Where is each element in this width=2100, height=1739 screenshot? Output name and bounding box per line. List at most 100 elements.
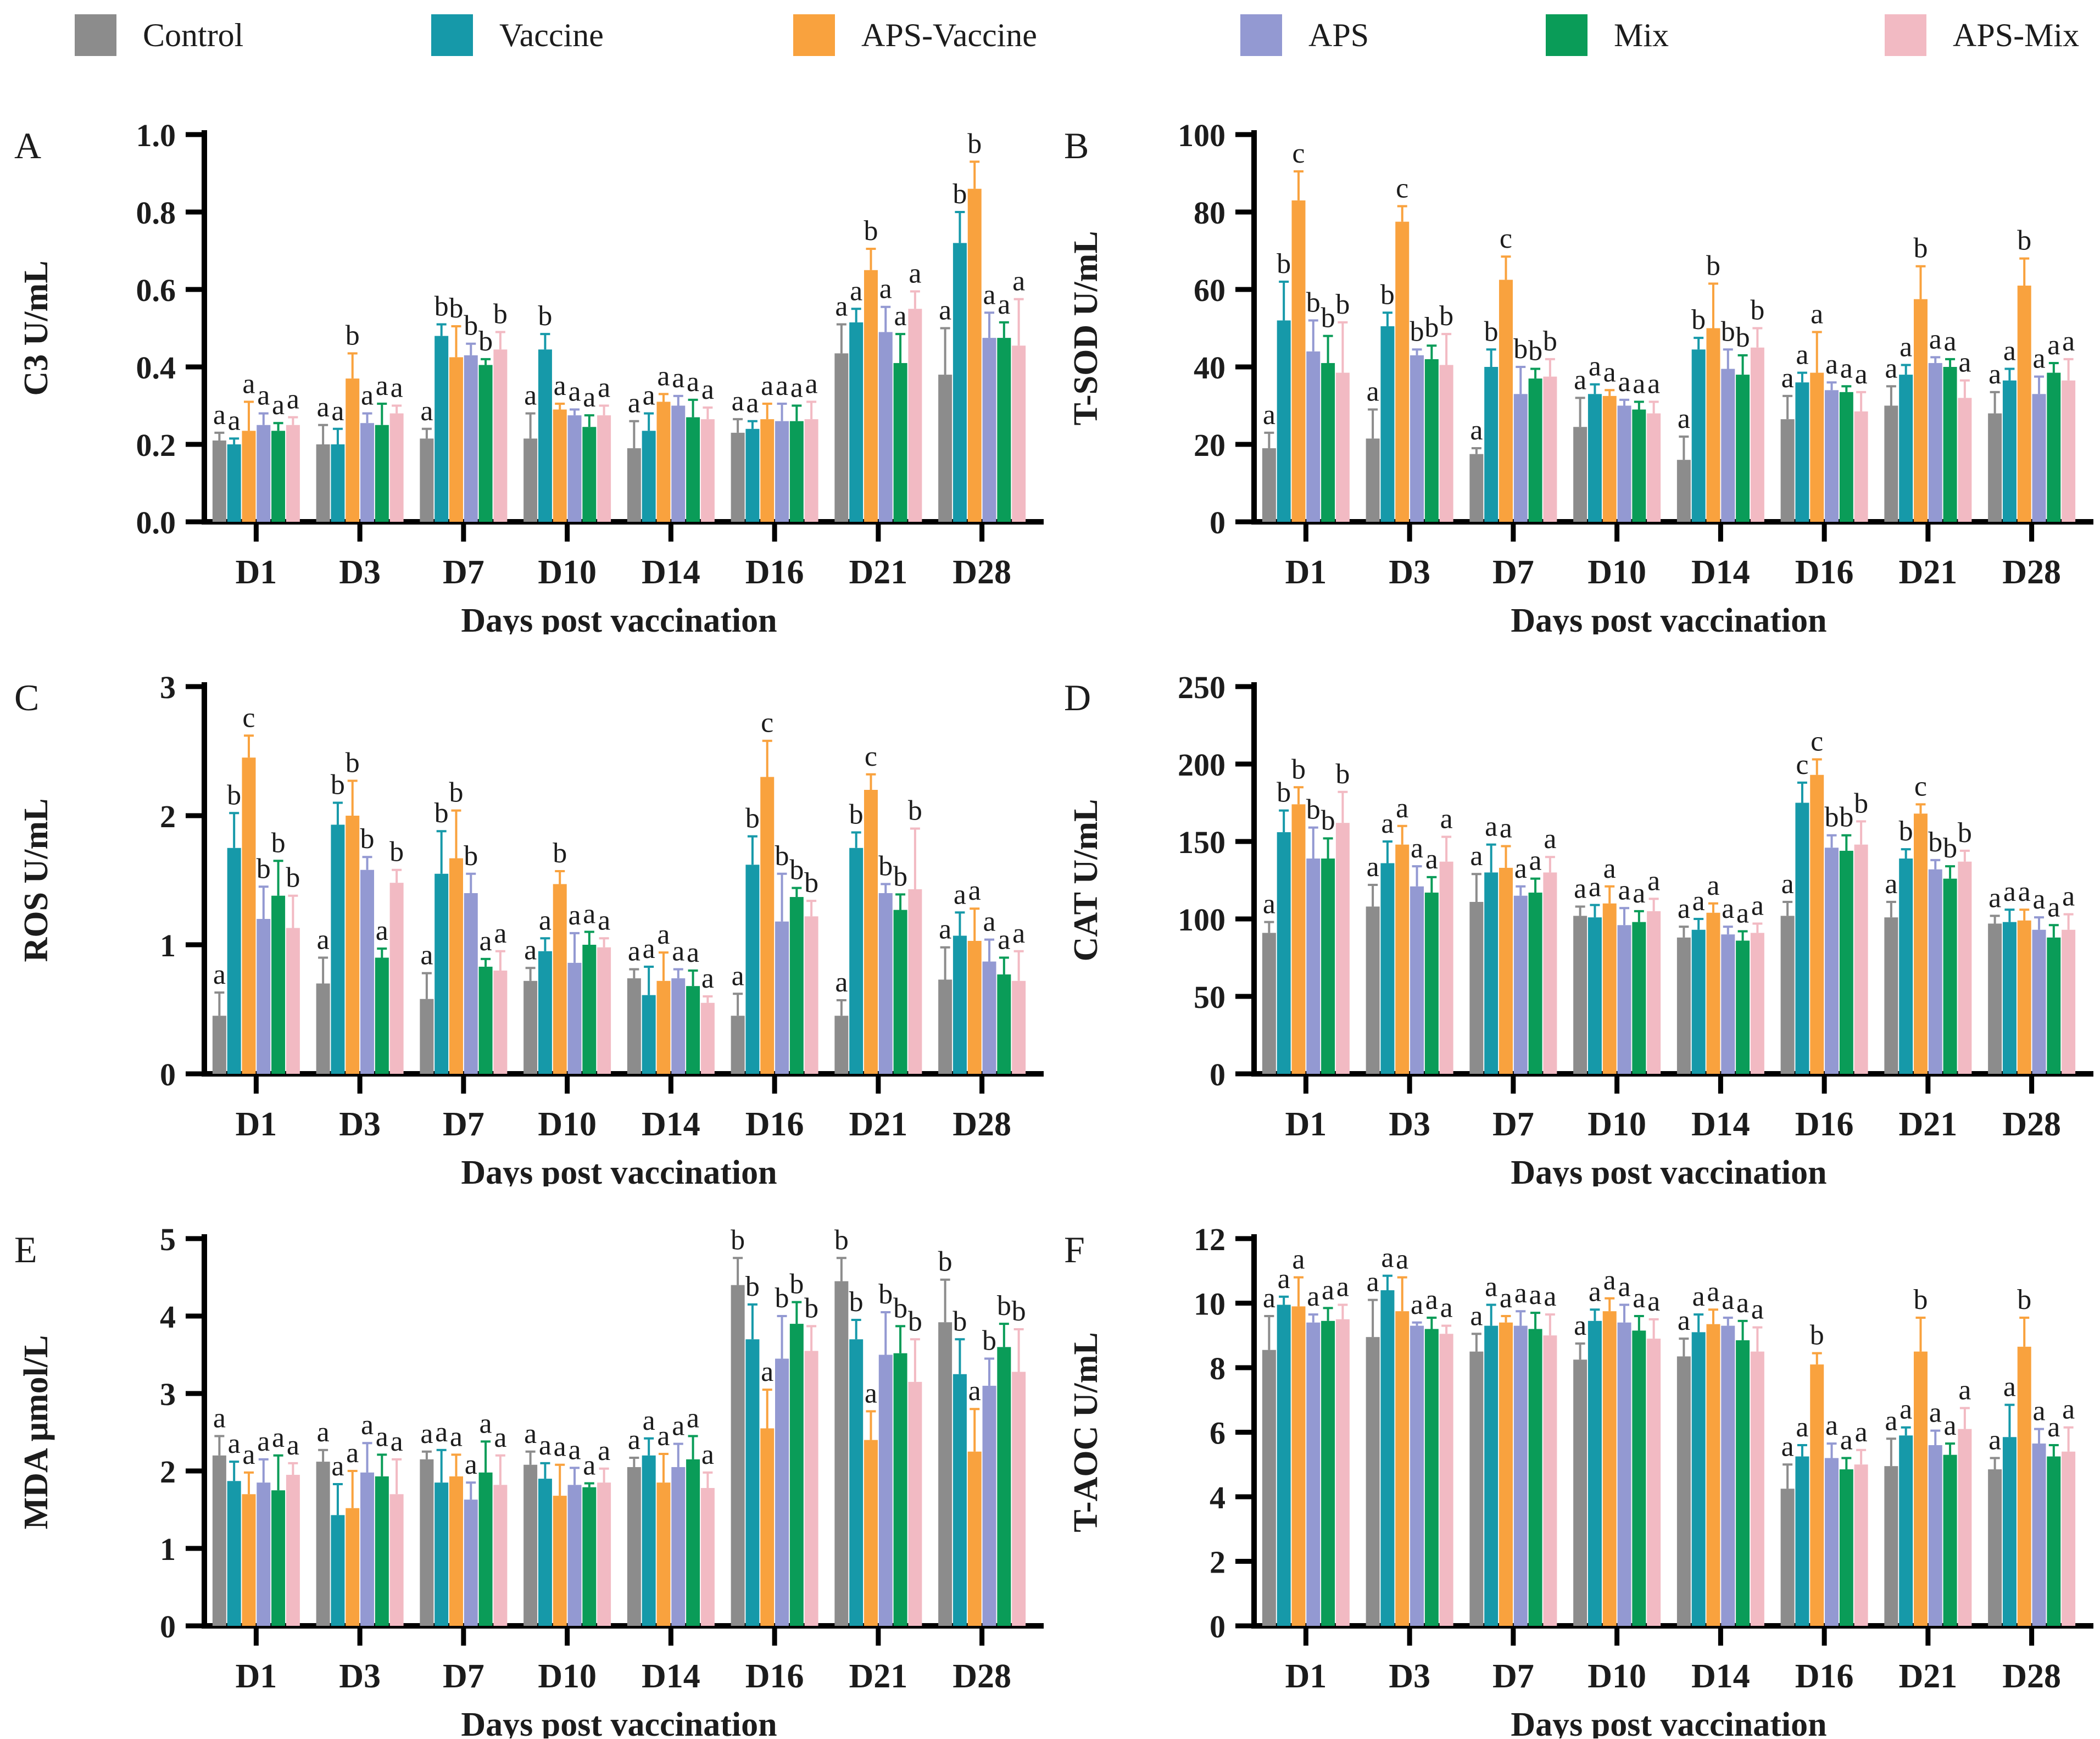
sig-letter: a xyxy=(317,1417,330,1448)
sig-letter: a xyxy=(1885,868,1897,900)
x-axis-title: Days post vaccination xyxy=(461,602,777,634)
sig-letter: a xyxy=(1751,1294,1764,1325)
legend: Control Vaccine APS-Vaccine APS Mix APS-Mix xyxy=(0,0,2100,82)
sig-letter: b xyxy=(1913,1284,1928,1316)
sig-letter: a xyxy=(480,926,492,957)
bar-d-d28-control xyxy=(1988,923,2002,1074)
sig-letter: a xyxy=(805,368,818,399)
bar-d-d10-mix xyxy=(1632,922,1646,1074)
y-tick-label: 50 xyxy=(1194,979,1226,1015)
bar-f-d16-aps-mix xyxy=(1854,1464,1868,1626)
sig-letter: a xyxy=(420,1418,433,1450)
sig-letter: b xyxy=(1721,316,1735,347)
bar-d-d3-mix xyxy=(1424,893,1439,1074)
bar-a-d14-vaccine xyxy=(642,431,656,522)
bar-b-d14-vaccine xyxy=(1691,349,1706,522)
bar-a-d28-mix xyxy=(997,338,1011,522)
bar-a-d28-aps-vaccine xyxy=(967,188,982,522)
sig-letter: b xyxy=(1424,312,1439,343)
sig-letter: a xyxy=(657,1420,670,1452)
bar-b-d21-aps-vaccine xyxy=(1913,299,1928,522)
bar-b-d28-mix xyxy=(2047,372,2061,522)
y-tick-label: 0 xyxy=(1210,1057,1226,1093)
y-tick-label: 200 xyxy=(1178,747,1226,783)
sig-letter: b xyxy=(789,1269,804,1300)
bar-a-d16-aps xyxy=(775,421,789,522)
sig-letter: b xyxy=(346,320,360,351)
y-tick-label: 2 xyxy=(160,1454,176,1490)
y-tick-label: 150 xyxy=(1178,824,1226,860)
bar-f-d1-aps-mix xyxy=(1335,1319,1350,1626)
bar-f-d10-control xyxy=(1573,1359,1587,1626)
sig-letter: a xyxy=(598,372,610,404)
sig-letter: b xyxy=(938,1246,952,1278)
bar-e-d1-vaccine xyxy=(227,1481,241,1626)
sig-letter: b xyxy=(878,1279,893,1310)
sig-letter: a xyxy=(909,258,921,289)
sig-letter: a xyxy=(687,1403,699,1434)
bar-f-d21-aps-vaccine xyxy=(1913,1351,1928,1626)
sig-letter: a xyxy=(968,1375,981,1407)
sig-letter: a xyxy=(287,1430,299,1461)
y-tick-label: 4 xyxy=(160,1299,176,1335)
sig-letter: a xyxy=(331,395,344,427)
bar-c-d1-aps-vaccine xyxy=(242,757,256,1074)
bar-e-d3-aps xyxy=(360,1472,375,1626)
sig-letter: b xyxy=(1810,1320,1824,1351)
bar-c-d16-mix xyxy=(789,897,804,1074)
bar-d-d1-aps-vaccine xyxy=(1291,804,1306,1074)
sig-letter: a xyxy=(1900,1394,1912,1425)
x-tick-label: D7 xyxy=(443,554,484,591)
sig-letter: a xyxy=(1544,1281,1556,1312)
bar-a-d28-aps xyxy=(982,338,996,522)
x-tick-label: D14 xyxy=(1691,1658,1750,1695)
bar-f-d10-aps-mix xyxy=(1647,1339,1661,1626)
bar-c-d7-aps xyxy=(464,893,478,1074)
sig-letter: a xyxy=(1603,356,1616,388)
sig-letter: b xyxy=(1825,802,1839,833)
bar-a-d1-aps-mix xyxy=(286,425,300,522)
x-tick-label: D28 xyxy=(952,1658,1011,1695)
bar-d-d1-aps xyxy=(1306,859,1321,1074)
panel-f-chart: F T-AOC U/mL 0 2 4 6 8 10 12 D1 D3 D7 D10 D14 D16 D21 D2… xyxy=(1064,1222,2093,1738)
bar-c-d3-aps-vaccine xyxy=(346,816,360,1074)
sig-letter: a xyxy=(761,370,773,402)
sig-letter: c xyxy=(1796,749,1808,781)
sig-letter: b xyxy=(1335,759,1350,790)
sig-letter: a xyxy=(1781,363,1794,394)
bar-e-d10-aps-vaccine xyxy=(553,1496,567,1626)
bar-e-d28-control xyxy=(938,1322,952,1626)
panel-c-chart: C ROS U/mL 0 1 2 3 D1 D3 D7 D10 D14 D16 D21 D28 Days p… xyxy=(14,670,1044,1186)
sig-letter: b xyxy=(1736,322,1750,353)
sig-letter: a xyxy=(672,936,684,967)
bar-d-d14-vaccine xyxy=(1691,929,1706,1074)
sig-letter: a xyxy=(361,1409,374,1441)
x-tick-label: D10 xyxy=(538,1658,597,1695)
x-tick-label: D21 xyxy=(849,1658,907,1695)
sig-letter: a xyxy=(1736,1287,1749,1319)
bar-a-d14-aps-vaccine xyxy=(656,402,671,522)
sig-letter: a xyxy=(376,1421,388,1452)
sig-letter: b xyxy=(908,1306,922,1337)
x-tick-label: D28 xyxy=(952,554,1011,591)
sig-letter: b xyxy=(997,1290,1011,1322)
sig-letter: c xyxy=(1914,771,1927,802)
bar-d-d1-aps-mix xyxy=(1335,823,1350,1074)
sig-letter: a xyxy=(954,879,966,910)
sig-letter: b xyxy=(864,215,878,247)
legend-swatch-icon xyxy=(431,14,473,56)
bar-d-d7-mix xyxy=(1528,893,1542,1074)
sig-letter: a xyxy=(1692,885,1705,917)
legend-label: Control xyxy=(143,16,244,53)
sig-letter: a xyxy=(1678,403,1690,434)
sig-letter: a xyxy=(1396,793,1408,824)
sig-letter: a xyxy=(628,388,640,419)
bar-f-d21-mix xyxy=(1943,1454,1957,1626)
bar-e-d3-vaccine xyxy=(331,1515,345,1626)
bar-a-d28-control xyxy=(938,375,952,522)
bar-d-d21-vaccine xyxy=(1899,859,1913,1074)
sig-letter: a xyxy=(391,1426,403,1457)
bar-c-d1-aps xyxy=(257,919,271,1074)
sig-letter: b xyxy=(834,1224,849,1256)
sig-letter: a xyxy=(1678,893,1690,924)
